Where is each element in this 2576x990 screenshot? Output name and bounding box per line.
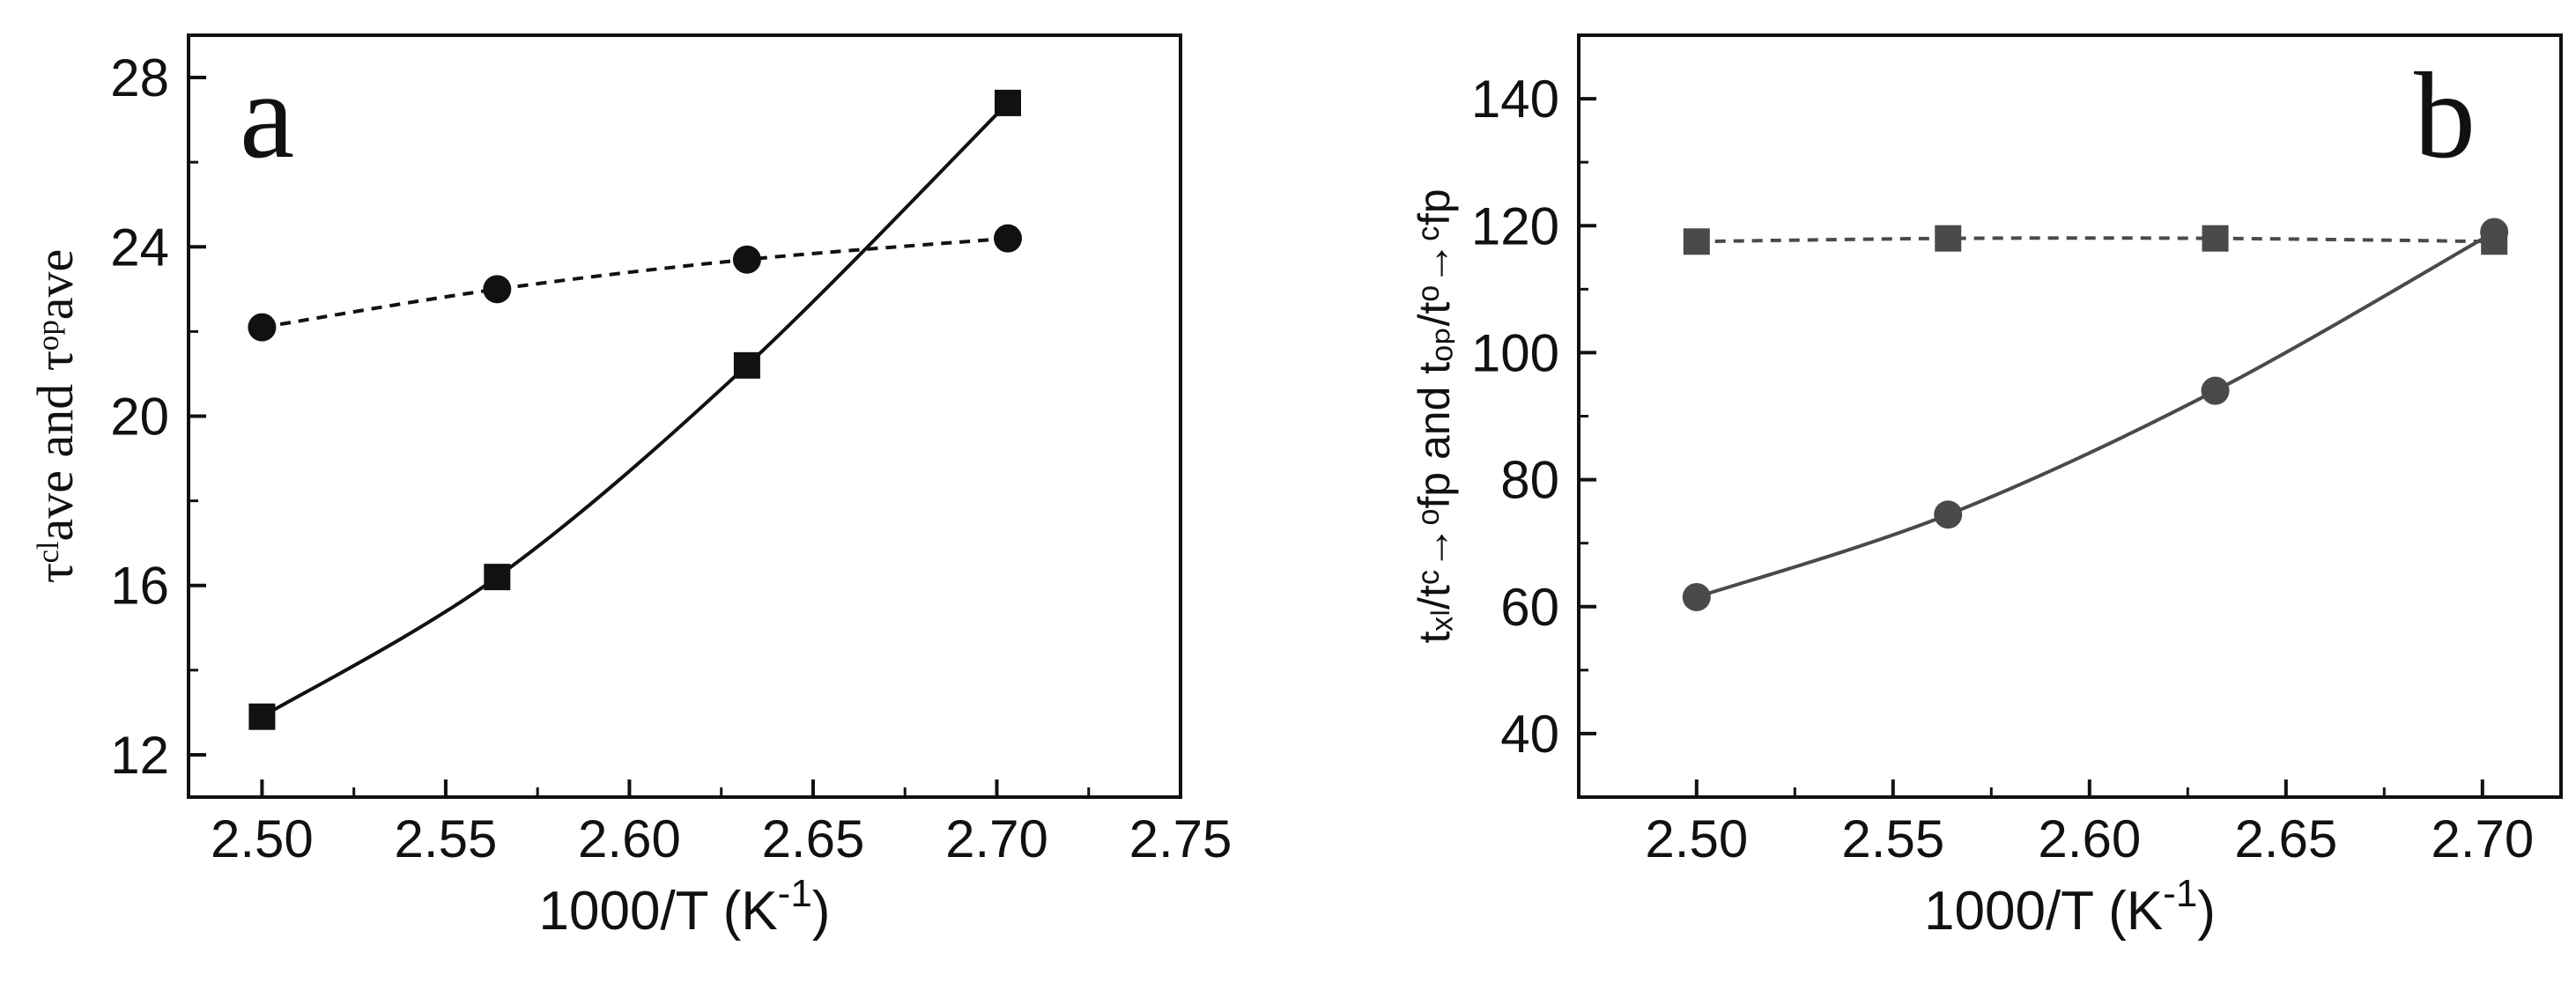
- data-point-square-a: [484, 564, 511, 591]
- plot-frame-a: [187, 33, 1182, 799]
- x-tick-label: 2.50: [1645, 809, 1748, 868]
- y-tick-label: 16: [110, 557, 169, 616]
- x-tick-label: 2.75: [1129, 809, 1232, 868]
- x-tick-label: 2.55: [395, 809, 498, 868]
- series-line-a-1: [262, 236, 1009, 329]
- y-tick-label: 40: [1500, 705, 1559, 764]
- panel-a: 2.50 2.55 2.60 2.65 2.70 2.75 12 16 20 24 28 1000/T…: [26, 33, 1232, 942]
- data-point-square-b: [1683, 228, 1710, 255]
- x-axis-label-b: 1000/T (K-1): [1924, 872, 2216, 942]
- data-point-circle-a: [483, 275, 512, 304]
- data-point-circle-b: [2480, 218, 2509, 247]
- x-tick-label: 2.55: [1841, 809, 1944, 868]
- series-line-a-0: [261, 101, 1010, 719]
- y-tick-label: 140: [1471, 70, 1559, 129]
- y-tick-label: 20: [110, 388, 169, 447]
- x-tick-label: 2.70: [945, 809, 1048, 868]
- x-tick-label: 2.70: [2431, 809, 2534, 868]
- data-point-circle-a: [732, 245, 761, 274]
- x-tick-label: 2.60: [578, 809, 681, 868]
- y-tick-label: 12: [110, 726, 169, 785]
- data-point-circle-a: [248, 313, 277, 342]
- x-axis-label-a: 1000/T (K-1): [539, 872, 831, 942]
- panel-b: 2.50 2.55 2.60 2.65 2.70 40 60 80 100 120 140 1000/…: [1410, 33, 2563, 942]
- data-point-square-a: [248, 703, 276, 730]
- panel-label-a: a: [240, 48, 294, 184]
- x-tick-label: 2.65: [762, 809, 865, 868]
- data-point-square-b: [1935, 225, 1962, 252]
- x-tick-label: 2.65: [2234, 809, 2337, 868]
- y-tick-label: 120: [1471, 196, 1559, 255]
- y-axis-label-b: tₓₗ/tᶜ→ᵒfp and tₒₚ/tᵒ→ᶜfp: [1410, 188, 1459, 643]
- data-point-circle-a: [993, 224, 1022, 253]
- data-point-square-a: [733, 351, 760, 379]
- data-point-circle-b: [2201, 376, 2230, 405]
- series-line-b-0: [1696, 236, 2495, 244]
- y-tick-label: 60: [1500, 578, 1559, 637]
- data-point-square-a: [994, 89, 1021, 116]
- y-tick-label: 28: [110, 48, 169, 107]
- x-tick-label: 2.60: [2038, 809, 2141, 868]
- y-axis-label-a: τᶜˡave and τᵒᵖave: [26, 249, 84, 584]
- y-tick-label: 80: [1500, 451, 1559, 510]
- series-line-b-1: [1696, 230, 2496, 599]
- data-point-circle-b: [1934, 500, 1963, 529]
- data-point-circle-b: [1682, 582, 1711, 611]
- data-point-square-b: [2202, 225, 2229, 252]
- x-tick-label: 2.50: [211, 809, 314, 868]
- y-tick-label: 24: [110, 218, 169, 277]
- y-tick-label: 100: [1471, 323, 1559, 382]
- panel-label-b: b: [2414, 48, 2476, 184]
